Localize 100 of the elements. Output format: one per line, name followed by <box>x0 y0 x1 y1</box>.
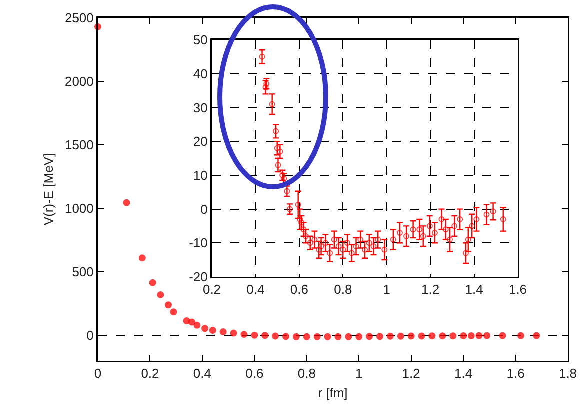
point <box>157 291 164 298</box>
x-tick-label: 0.4 <box>193 366 212 382</box>
point <box>274 145 280 152</box>
point <box>240 331 248 338</box>
point <box>345 333 352 340</box>
point <box>348 250 355 256</box>
point <box>353 244 360 250</box>
point <box>322 240 329 246</box>
y-tick-label: 50 <box>193 32 208 48</box>
point <box>418 332 426 340</box>
point <box>362 246 368 253</box>
point <box>262 84 269 90</box>
y-tick-label: 1000 <box>64 201 94 216</box>
y-axis-title: V(r)-E [MeV] <box>41 153 56 226</box>
x-tick-label: 0.2 <box>141 366 160 382</box>
x-tick-label: 1.2 <box>402 366 420 382</box>
point <box>366 240 372 246</box>
point <box>202 325 209 332</box>
x-tick-label: 0.8 <box>334 282 352 298</box>
point <box>340 246 346 253</box>
point <box>484 212 490 218</box>
point <box>358 236 364 243</box>
point <box>476 332 483 340</box>
x-tick-label: 1.4 <box>454 366 473 382</box>
point <box>170 308 178 316</box>
y-tick-label: 2500 <box>64 10 94 26</box>
point <box>457 216 464 222</box>
point <box>251 332 258 339</box>
point <box>432 230 438 236</box>
x-tick-label: 0.6 <box>290 282 308 298</box>
point <box>533 332 540 340</box>
point <box>331 236 338 243</box>
point <box>277 148 284 155</box>
point <box>123 199 130 206</box>
x-tick-label: 1.6 <box>506 366 525 382</box>
point <box>318 244 324 250</box>
point <box>469 223 476 230</box>
point <box>281 176 288 182</box>
point <box>452 223 458 230</box>
point <box>307 240 314 246</box>
y-tick-label: 1500 <box>64 138 94 153</box>
point <box>442 226 449 233</box>
y-tick-label: 500 <box>72 264 94 280</box>
point <box>336 244 342 250</box>
point <box>327 250 334 256</box>
x-tick-label: 1.6 <box>508 282 528 298</box>
point <box>465 236 472 243</box>
x-tick-label: 0.4 <box>246 282 265 298</box>
point <box>439 332 446 340</box>
point <box>165 302 172 309</box>
point <box>149 279 156 286</box>
point <box>490 208 496 215</box>
point <box>410 226 416 233</box>
y-tick-label: 30 <box>193 100 208 116</box>
y-tick-label: 2000 <box>64 74 94 90</box>
x-tick-label: 1 <box>383 282 390 298</box>
x-tick-label: 0.8 <box>298 366 316 382</box>
point <box>460 332 468 340</box>
x-tick-label: 1 <box>355 366 363 382</box>
point <box>194 322 201 329</box>
y-tick-label: -10 <box>189 236 208 251</box>
point <box>138 254 146 262</box>
point <box>230 330 238 337</box>
point <box>275 162 282 168</box>
point <box>314 333 321 340</box>
x-axis-title: r [fm] <box>318 385 348 400</box>
x-tick-label: 1.4 <box>465 282 484 298</box>
point <box>297 216 304 222</box>
point <box>284 188 290 194</box>
point <box>518 332 524 340</box>
point <box>300 226 307 233</box>
x-tick-label: 0.2 <box>202 282 222 298</box>
point <box>500 216 506 222</box>
y-tick-label: 0 <box>86 328 94 344</box>
point <box>416 226 423 233</box>
point <box>295 202 302 208</box>
point <box>298 220 305 226</box>
point <box>209 327 216 334</box>
point <box>262 332 269 340</box>
y-tick-label: 20 <box>193 134 208 150</box>
x-tick-label: 0.6 <box>246 366 264 382</box>
point <box>302 233 309 240</box>
point <box>376 333 384 340</box>
y-tick-label: 10 <box>193 168 208 183</box>
point <box>264 81 270 88</box>
point <box>420 233 426 240</box>
point <box>282 333 290 340</box>
point <box>382 246 388 253</box>
point <box>499 332 506 340</box>
point <box>397 332 404 340</box>
point <box>324 333 332 340</box>
point <box>428 332 436 340</box>
point <box>438 216 445 222</box>
point <box>303 333 310 340</box>
point <box>344 240 351 246</box>
point <box>468 332 475 340</box>
point <box>220 328 227 336</box>
point <box>280 172 286 178</box>
point <box>386 332 394 340</box>
point <box>292 333 300 340</box>
